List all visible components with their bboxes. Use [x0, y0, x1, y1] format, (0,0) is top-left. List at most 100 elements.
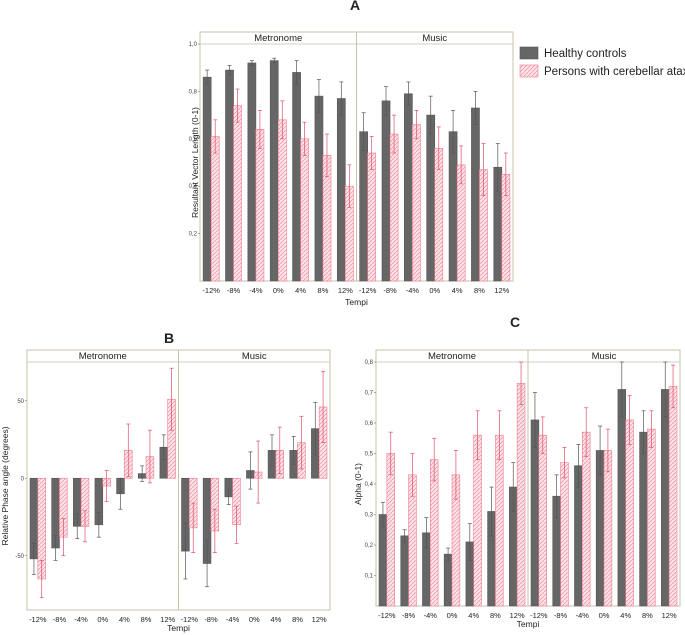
x-tick-label: 4% [270, 615, 281, 624]
x-tick-label: 0% [599, 611, 610, 620]
bar-ataxia [367, 152, 377, 282]
bar-healthy [471, 107, 480, 282]
chart-panel-c: C Metronome -12% -8% -4% 0% 4% 8% 12% Music -12% -8… [353, 314, 681, 629]
facet-label: Metronome [79, 351, 127, 362]
x-tick-label: -4% [226, 615, 240, 624]
bar-healthy [292, 72, 301, 282]
y-tick-label: 0,5 [365, 452, 374, 458]
x-tick-label: -4% [249, 286, 263, 295]
bar-ataxia [625, 419, 634, 607]
bar-healthy [661, 389, 670, 607]
bar-healthy [448, 131, 458, 282]
x-tick-label: -4% [576, 611, 590, 620]
facet-label: Music [422, 33, 447, 44]
x-tick-label: 4% [119, 615, 130, 624]
y-tick-label: -50 [15, 554, 24, 560]
bar-ataxia [603, 450, 613, 607]
legend-swatch-healthy [519, 46, 539, 60]
bar-healthy [269, 60, 279, 282]
bar-ataxia [581, 431, 591, 607]
bar-ataxia [277, 119, 287, 282]
x-tick-label: -12% [202, 286, 220, 295]
y-tick-label: 0,1 [365, 574, 374, 580]
bar-healthy [314, 95, 324, 282]
panel-label: B [164, 330, 174, 346]
bar-ataxia [233, 105, 242, 282]
x-axis-label: Tempi [517, 619, 540, 629]
x-tick-label: 4% [468, 611, 479, 620]
legend-label-ataxia: Persons with cerebellar ataxia [544, 66, 685, 78]
x-tick-label: -4% [74, 615, 88, 624]
bar-healthy [617, 389, 627, 607]
x-tick-label: -8% [554, 611, 568, 620]
facet-label: Metronome [428, 351, 476, 362]
x-tick-label: -8% [53, 615, 67, 624]
bar-ataxia [647, 428, 656, 607]
bar-healthy [443, 553, 453, 607]
y-tick-label: 0,6 [189, 137, 198, 143]
bar-ataxia [516, 383, 526, 607]
x-tick-label: 0% [273, 286, 284, 295]
x-tick-label: -12% [378, 611, 396, 620]
y-tick-label: 0,4 [189, 184, 198, 190]
x-tick-label: 12% [662, 611, 677, 620]
x-tick-label: 0% [249, 615, 260, 624]
bar-ataxia [386, 453, 395, 607]
y-tick-label: 0,4 [365, 482, 374, 488]
chart-panel-b: B Metronome -12% -8% -4% 0% 4% 8% 12% Music -12% -8… [0, 330, 331, 633]
facet-label: Metronome [254, 33, 302, 44]
y-axis-label: Resultant Vector Length (0-1) [190, 107, 200, 218]
x-tick-label: 12% [160, 615, 175, 624]
chart-panel-a: A Metronome -12% -8% -4% 0% 4% 8% 12% Music -12% -8… [189, 0, 514, 307]
x-tick-label: 12% [494, 286, 509, 295]
y-tick-label: 0,8 [365, 360, 374, 366]
x-tick-label: -8% [204, 615, 218, 624]
bar-ataxia [560, 462, 569, 607]
x-tick-label: 12% [338, 286, 353, 295]
x-tick-label: -4% [424, 611, 438, 620]
x-tick-label: 0% [429, 286, 440, 295]
y-tick-label: 0 [21, 476, 25, 482]
x-tick-label: 4% [295, 286, 306, 295]
bar-ataxia [473, 434, 482, 607]
bar-healthy [336, 98, 346, 282]
bar-healthy [400, 535, 409, 607]
legend: Healthy controls Persons with cerebellar… [519, 46, 685, 78]
x-tick-label: -8% [383, 286, 397, 295]
y-tick-label: 0,6 [365, 421, 374, 427]
y-tick-label: 0,2 [189, 232, 198, 238]
x-tick-label: 8% [292, 615, 303, 624]
bar-healthy [381, 100, 391, 282]
bar-ataxia [389, 133, 399, 282]
x-axis-label: Tempi [345, 297, 368, 307]
x-tick-label: 12% [312, 615, 327, 624]
y-tick-label: 0,7 [365, 391, 374, 397]
x-tick-label: 4% [452, 286, 463, 295]
y-tick-label: 0,2 [365, 543, 374, 549]
bar-healthy [639, 431, 648, 607]
bar-ataxia [668, 386, 678, 607]
x-tick-label: 8% [474, 286, 485, 295]
x-tick-label: -12% [29, 615, 47, 624]
bar-ataxia [412, 124, 421, 282]
x-axis-label: Tempi [167, 623, 190, 633]
y-tick-label: 0,3 [365, 513, 374, 519]
legend-label-healthy: Healthy controls [544, 48, 627, 60]
legend-swatch-ataxia [519, 64, 539, 78]
x-tick-label: -8% [227, 286, 241, 295]
bar-ataxia [255, 129, 265, 282]
x-tick-label: -12% [359, 286, 377, 295]
bar-ataxia [210, 136, 220, 282]
facet-label: Music [242, 351, 267, 362]
bar-healthy [530, 419, 540, 607]
x-tick-label: 8% [490, 611, 501, 620]
bar-healthy [404, 93, 413, 282]
bar-healthy [378, 514, 388, 607]
bar-healthy [247, 62, 257, 282]
y-tick-label: 50 [17, 399, 24, 405]
panel-label: A [350, 0, 360, 13]
x-tick-label: 12% [510, 611, 525, 620]
panel-label: C [510, 314, 520, 330]
bar-healthy [225, 69, 234, 282]
bar-healthy [359, 131, 368, 282]
